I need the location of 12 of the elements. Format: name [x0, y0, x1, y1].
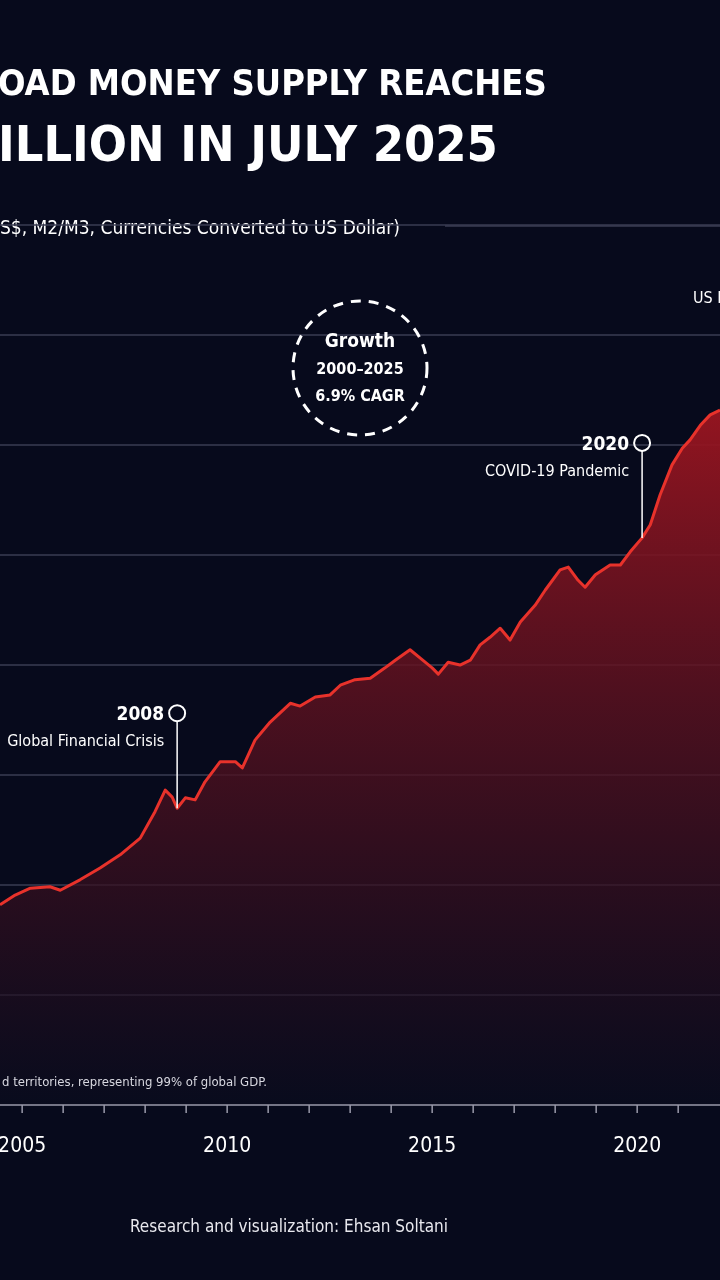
- chart-title: OAD MONEY SUPPLY REACHES ILLION IN JULY 2025: [0, 62, 547, 173]
- x-tick-label: 2005: [0, 1133, 47, 1157]
- annotation: d territories, representing 99% of global GDP.: [2, 1074, 267, 1089]
- text: Growth 2000–2025 6.9% CAGR: [315, 329, 405, 405]
- annotation: 2020 COVID-19 Pandemic: [484, 431, 630, 480]
- text: Research and visualization: Ehsan Soltani: [130, 1216, 448, 1236]
- x-tick-label: 2010: [203, 1133, 252, 1157]
- text: US I: [693, 288, 720, 307]
- chart-subtitle: S$, M2/M3, Currencies Converted to US Dollar): [0, 216, 400, 238]
- annotation: 2008 Global Financial Crisis: [7, 702, 165, 751]
- x-tick-label: 2020: [613, 1133, 662, 1157]
- x-tick-label: 2015: [408, 1133, 457, 1157]
